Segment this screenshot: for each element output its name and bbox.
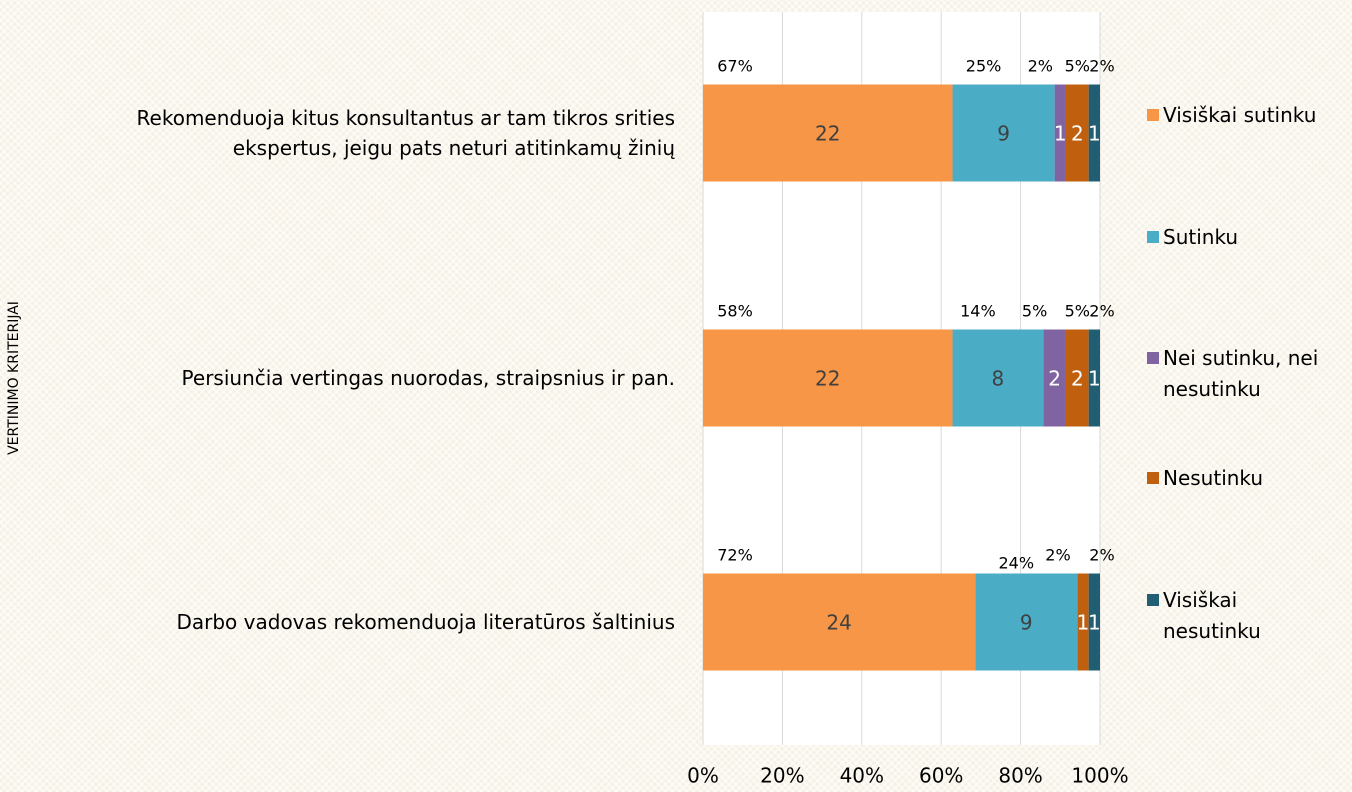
bar-segment <box>703 84 953 182</box>
y-axis-title: VERTINIMO KRITERIJAI <box>6 301 22 455</box>
legend-item: Visiškai sutinku <box>1147 100 1323 131</box>
data-label: 24 <box>826 611 851 635</box>
data-label: 2 <box>1071 122 1084 146</box>
category-label: Persiunčia vertingas nuorodas, straipsni… <box>181 366 675 390</box>
data-label: 9 <box>997 122 1010 146</box>
bar-segment <box>1077 573 1089 671</box>
percent-label: 72% <box>717 546 753 565</box>
legend-label: Visiškai nesutinku <box>1163 588 1261 643</box>
percent-label: 58% <box>717 302 753 321</box>
data-label: 2 <box>1071 367 1084 391</box>
data-label: 22 <box>815 122 840 146</box>
data-label: 9 <box>1020 611 1033 635</box>
bar-segment <box>1088 84 1100 182</box>
bar-segment <box>703 573 976 671</box>
bar-segment <box>1065 84 1089 182</box>
legend-label: Sutinku <box>1163 225 1239 249</box>
data-label: 1 <box>1088 611 1101 635</box>
data-label: 22 <box>815 367 840 391</box>
x-tick-label: 100% <box>1071 764 1128 788</box>
percent-label: 5% <box>1065 302 1090 321</box>
legend-label: Nesutinku <box>1163 466 1264 490</box>
data-label: 1 <box>1088 122 1101 146</box>
bar-segment <box>1088 329 1100 427</box>
percent-label: 24% <box>998 554 1034 573</box>
category-label: Darbo vadovas rekomenduoja literatūros š… <box>176 610 675 634</box>
percent-label: 67% <box>717 57 753 76</box>
data-label: 1 <box>1077 611 1090 635</box>
legend-label: Visiškai sutinku <box>1163 103 1317 127</box>
bar-segment <box>1065 329 1089 427</box>
x-tick-label: 40% <box>840 764 884 788</box>
legend-swatch <box>1147 109 1159 121</box>
x-tick-label: 80% <box>998 764 1042 788</box>
data-label: 1 <box>1088 367 1101 391</box>
legend-item: Nei sutinku, nei nesutinku <box>1147 343 1323 405</box>
data-label: 1 <box>1054 122 1067 146</box>
legend-item: Nesutinku <box>1147 463 1323 494</box>
bar-segment <box>1088 573 1100 671</box>
legend-item: Sutinku <box>1147 222 1323 253</box>
percent-label: 14% <box>960 302 996 321</box>
category-label: Rekomenduoja kitus konsultantus ar tam t… <box>136 106 675 160</box>
percent-label: 5% <box>1022 302 1047 321</box>
x-tick-label: 60% <box>919 764 963 788</box>
bar-segment <box>703 329 953 427</box>
legend-swatch <box>1147 231 1159 243</box>
bar-segment <box>952 329 1044 427</box>
bar-segment <box>1054 84 1066 182</box>
legend-swatch <box>1147 594 1159 606</box>
percent-label: 5% <box>1065 57 1090 76</box>
percent-label: 2% <box>1045 546 1070 565</box>
data-label: 8 <box>992 367 1005 391</box>
percent-label: 2% <box>1028 57 1053 76</box>
percent-label: 2% <box>1089 546 1114 565</box>
x-tick-label: 0% <box>687 764 719 788</box>
legend-label: Nei sutinku, nei nesutinku <box>1163 346 1319 401</box>
percent-label: 25% <box>966 57 1002 76</box>
bar-segment <box>952 84 1055 182</box>
legend-swatch <box>1147 472 1159 484</box>
legend-item: Visiškai nesutinku <box>1147 585 1323 647</box>
x-tick-label: 20% <box>760 764 804 788</box>
bar-segment <box>1043 329 1066 427</box>
data-label: 2 <box>1048 367 1061 391</box>
percent-label: 2% <box>1089 57 1114 76</box>
bar-segment <box>975 573 1078 671</box>
legend-swatch <box>1147 352 1159 364</box>
percent-label: 2% <box>1089 302 1114 321</box>
